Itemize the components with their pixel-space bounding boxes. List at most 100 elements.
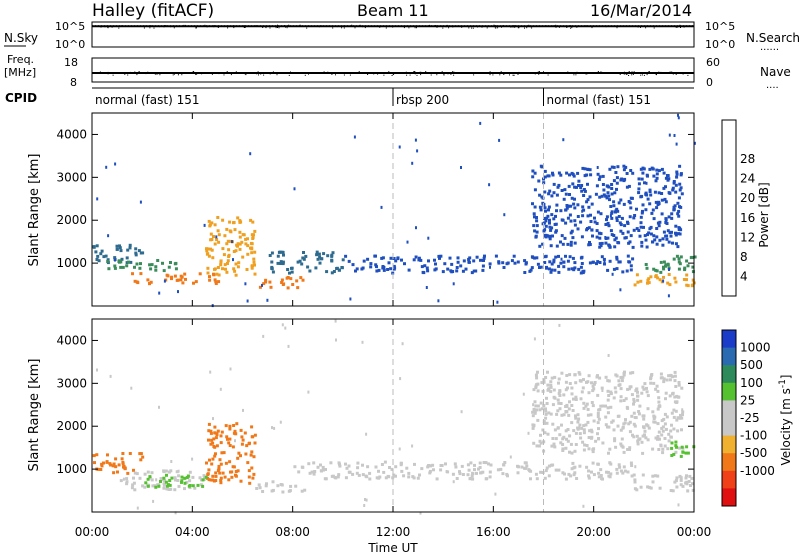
heatmap-cell	[92, 245, 96, 249]
nsearch-point	[153, 27, 155, 29]
heatmap-cell	[669, 373, 673, 377]
heatmap-cell	[516, 471, 520, 475]
heatmap-cell	[207, 422, 211, 426]
heatmap-cell	[374, 465, 378, 469]
heatmap-cell	[456, 256, 460, 260]
heatmap-cell	[642, 225, 645, 229]
heatmap-cell	[354, 269, 357, 273]
heatmap-cell	[258, 285, 262, 289]
heatmap-cell	[649, 232, 653, 236]
heatmap-cell	[264, 278, 268, 282]
heatmap-cell	[392, 473, 396, 477]
heatmap-cell	[630, 414, 634, 418]
nave-right-tick-top: 60	[706, 56, 720, 69]
heatmap-cell	[394, 465, 398, 469]
heatmap-cell	[236, 265, 240, 269]
heatmap-cell	[672, 208, 676, 212]
heatmap-cell	[542, 380, 546, 384]
heatmap-cell	[234, 249, 238, 253]
heatmap-cell	[115, 247, 119, 251]
heatmap-cell	[114, 465, 118, 469]
nsearch-point	[605, 26, 607, 28]
heatmap-cell	[604, 241, 608, 245]
heatmap-cell	[245, 268, 249, 271]
heatmap-cell	[416, 149, 419, 153]
nave-point	[276, 74, 278, 76]
heatmap-cell	[615, 255, 619, 259]
nave-point	[597, 71, 599, 73]
heatmap-cell	[637, 229, 641, 232]
heatmap-cell	[402, 474, 406, 478]
heatmap-cell	[674, 479, 678, 483]
heatmap-cell	[668, 283, 672, 287]
nsearch-point	[446, 24, 448, 26]
heatmap-cell	[201, 484, 205, 488]
heatmap-cell	[125, 480, 129, 484]
nave-point	[543, 71, 544, 73]
colorbar-swatch	[722, 347, 736, 366]
heatmap-cell	[136, 506, 139, 510]
heatmap-cell	[600, 255, 604, 259]
heatmap-cell	[333, 476, 337, 479]
heatmap-cell	[389, 256, 393, 260]
nsearch-right-tick-top: 10^5	[705, 20, 735, 33]
heatmap-cell	[547, 267, 551, 271]
heatmap-cell	[607, 394, 611, 397]
heatmap-cell	[431, 463, 435, 467]
nsearch-point	[344, 26, 346, 27]
heatmap-cell	[535, 376, 539, 380]
heatmap-cell	[677, 226, 681, 230]
heatmap-cell	[607, 379, 611, 383]
heatmap-cell	[557, 401, 561, 405]
heatmap-cell	[604, 223, 608, 226]
heatmap-cell	[564, 380, 568, 384]
heatmap-cell	[568, 213, 572, 217]
heatmap-cell	[219, 259, 223, 263]
heatmap-cell	[666, 174, 669, 177]
heatmap-cell	[129, 260, 133, 264]
heatmap-cell	[533, 411, 537, 415]
colorbar-swatch	[722, 400, 736, 419]
heatmap-cell	[131, 272, 134, 276]
heatmap-cell	[564, 388, 568, 392]
heatmap-cell	[649, 225, 653, 229]
heatmap-cell	[581, 205, 585, 209]
heatmap-cell	[106, 260, 110, 263]
heatmap-cell	[657, 191, 661, 195]
heatmap-cell	[139, 200, 142, 204]
heatmap-cell	[165, 473, 168, 477]
nsearch-point	[318, 26, 320, 28]
heatmap-cell	[434, 267, 438, 271]
nsearch-point	[513, 25, 515, 27]
heatmap-cell	[562, 413, 566, 417]
heatmap-cell	[597, 417, 601, 421]
heatmap-cell	[647, 485, 651, 489]
heatmap-cell	[560, 423, 563, 427]
heatmap-cell	[474, 269, 478, 273]
heatmap-cell	[543, 190, 547, 194]
heatmap-cell	[184, 277, 187, 281]
nsearch-point	[206, 26, 208, 28]
nave-point	[633, 71, 635, 73]
nave-point	[526, 72, 528, 74]
heatmap-cell	[639, 221, 643, 225]
nsearch-point	[495, 25, 497, 27]
heatmap-cell	[122, 465, 125, 469]
heatmap-cell	[672, 427, 676, 431]
heatmap-cell	[223, 475, 227, 479]
heatmap-cell	[105, 165, 108, 169]
heatmap-cell	[539, 470, 543, 474]
heatmap-cell	[677, 383, 681, 387]
heatmap-cell	[390, 467, 394, 471]
heatmap-cell	[606, 398, 610, 402]
heatmap-cell	[651, 410, 655, 414]
nsearch-point	[526, 27, 528, 29]
nave-point	[405, 71, 407, 73]
heatmap-cell	[573, 373, 577, 377]
heatmap-cell	[675, 485, 679, 489]
heatmap-cell	[298, 259, 302, 263]
heatmap-cell	[157, 484, 161, 488]
heatmap-cell	[143, 472, 147, 476]
heatmap-cell	[623, 224, 627, 228]
heatmap-cell	[428, 471, 432, 475]
